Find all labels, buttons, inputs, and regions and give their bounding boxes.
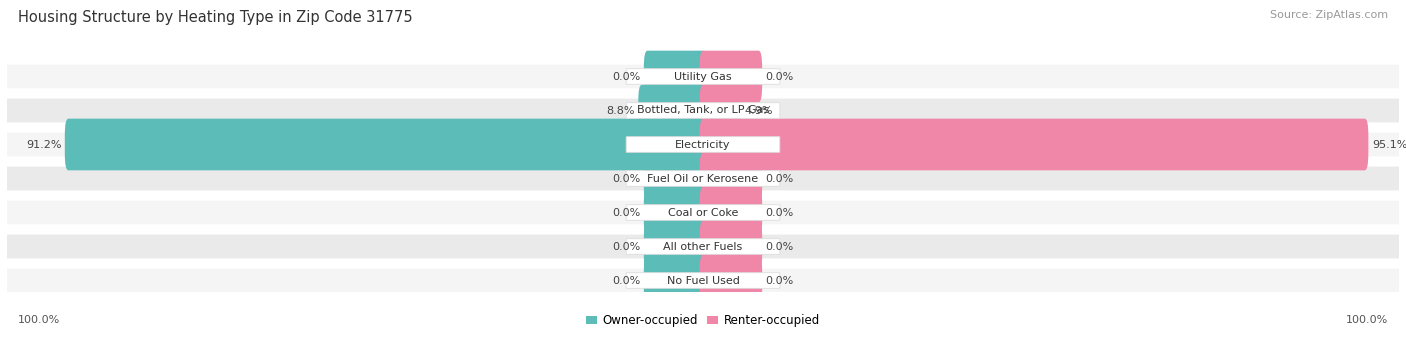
Text: 91.2%: 91.2%: [25, 139, 62, 150]
FancyBboxPatch shape: [644, 221, 706, 272]
FancyBboxPatch shape: [700, 51, 762, 102]
FancyBboxPatch shape: [626, 171, 780, 186]
Text: 0.0%: 0.0%: [612, 71, 640, 82]
Text: No Fuel Used: No Fuel Used: [666, 275, 740, 286]
Text: 0.0%: 0.0%: [766, 173, 794, 184]
Text: 0.0%: 0.0%: [766, 71, 794, 82]
FancyBboxPatch shape: [7, 99, 1399, 122]
FancyBboxPatch shape: [7, 167, 1399, 190]
Text: 0.0%: 0.0%: [612, 275, 640, 286]
FancyBboxPatch shape: [700, 255, 762, 306]
Text: 0.0%: 0.0%: [766, 275, 794, 286]
FancyBboxPatch shape: [644, 51, 706, 102]
FancyBboxPatch shape: [644, 255, 706, 306]
Text: 8.8%: 8.8%: [606, 105, 634, 116]
FancyBboxPatch shape: [626, 103, 780, 118]
FancyBboxPatch shape: [7, 133, 1399, 156]
FancyBboxPatch shape: [626, 273, 780, 288]
FancyBboxPatch shape: [626, 239, 780, 254]
Text: Bottled, Tank, or LP Gas: Bottled, Tank, or LP Gas: [637, 105, 769, 116]
FancyBboxPatch shape: [700, 153, 762, 204]
FancyBboxPatch shape: [700, 221, 762, 272]
Text: All other Fuels: All other Fuels: [664, 241, 742, 252]
FancyBboxPatch shape: [626, 69, 780, 84]
FancyBboxPatch shape: [626, 205, 780, 220]
Text: Coal or Coke: Coal or Coke: [668, 207, 738, 218]
Text: 100.0%: 100.0%: [18, 315, 60, 325]
Text: Utility Gas: Utility Gas: [675, 71, 731, 82]
Text: 0.0%: 0.0%: [612, 241, 640, 252]
Text: 0.0%: 0.0%: [766, 241, 794, 252]
FancyBboxPatch shape: [644, 187, 706, 238]
Text: Housing Structure by Heating Type in Zip Code 31775: Housing Structure by Heating Type in Zip…: [18, 10, 413, 25]
FancyBboxPatch shape: [644, 153, 706, 204]
FancyBboxPatch shape: [700, 85, 741, 136]
Text: 0.0%: 0.0%: [766, 207, 794, 218]
Text: Fuel Oil or Kerosene: Fuel Oil or Kerosene: [647, 173, 759, 184]
FancyBboxPatch shape: [638, 85, 706, 136]
Text: Electricity: Electricity: [675, 139, 731, 150]
Text: Source: ZipAtlas.com: Source: ZipAtlas.com: [1270, 10, 1388, 20]
FancyBboxPatch shape: [7, 65, 1399, 88]
Text: 100.0%: 100.0%: [1346, 315, 1388, 325]
FancyBboxPatch shape: [65, 119, 706, 170]
Legend: Owner-occupied, Renter-occupied: Owner-occupied, Renter-occupied: [581, 309, 825, 332]
FancyBboxPatch shape: [626, 137, 780, 152]
Text: 0.0%: 0.0%: [612, 173, 640, 184]
FancyBboxPatch shape: [7, 201, 1399, 224]
FancyBboxPatch shape: [7, 269, 1399, 292]
FancyBboxPatch shape: [7, 235, 1399, 258]
Text: 95.1%: 95.1%: [1372, 139, 1406, 150]
FancyBboxPatch shape: [700, 187, 762, 238]
Text: 0.0%: 0.0%: [612, 207, 640, 218]
Text: 4.9%: 4.9%: [744, 105, 772, 116]
FancyBboxPatch shape: [700, 119, 1368, 170]
